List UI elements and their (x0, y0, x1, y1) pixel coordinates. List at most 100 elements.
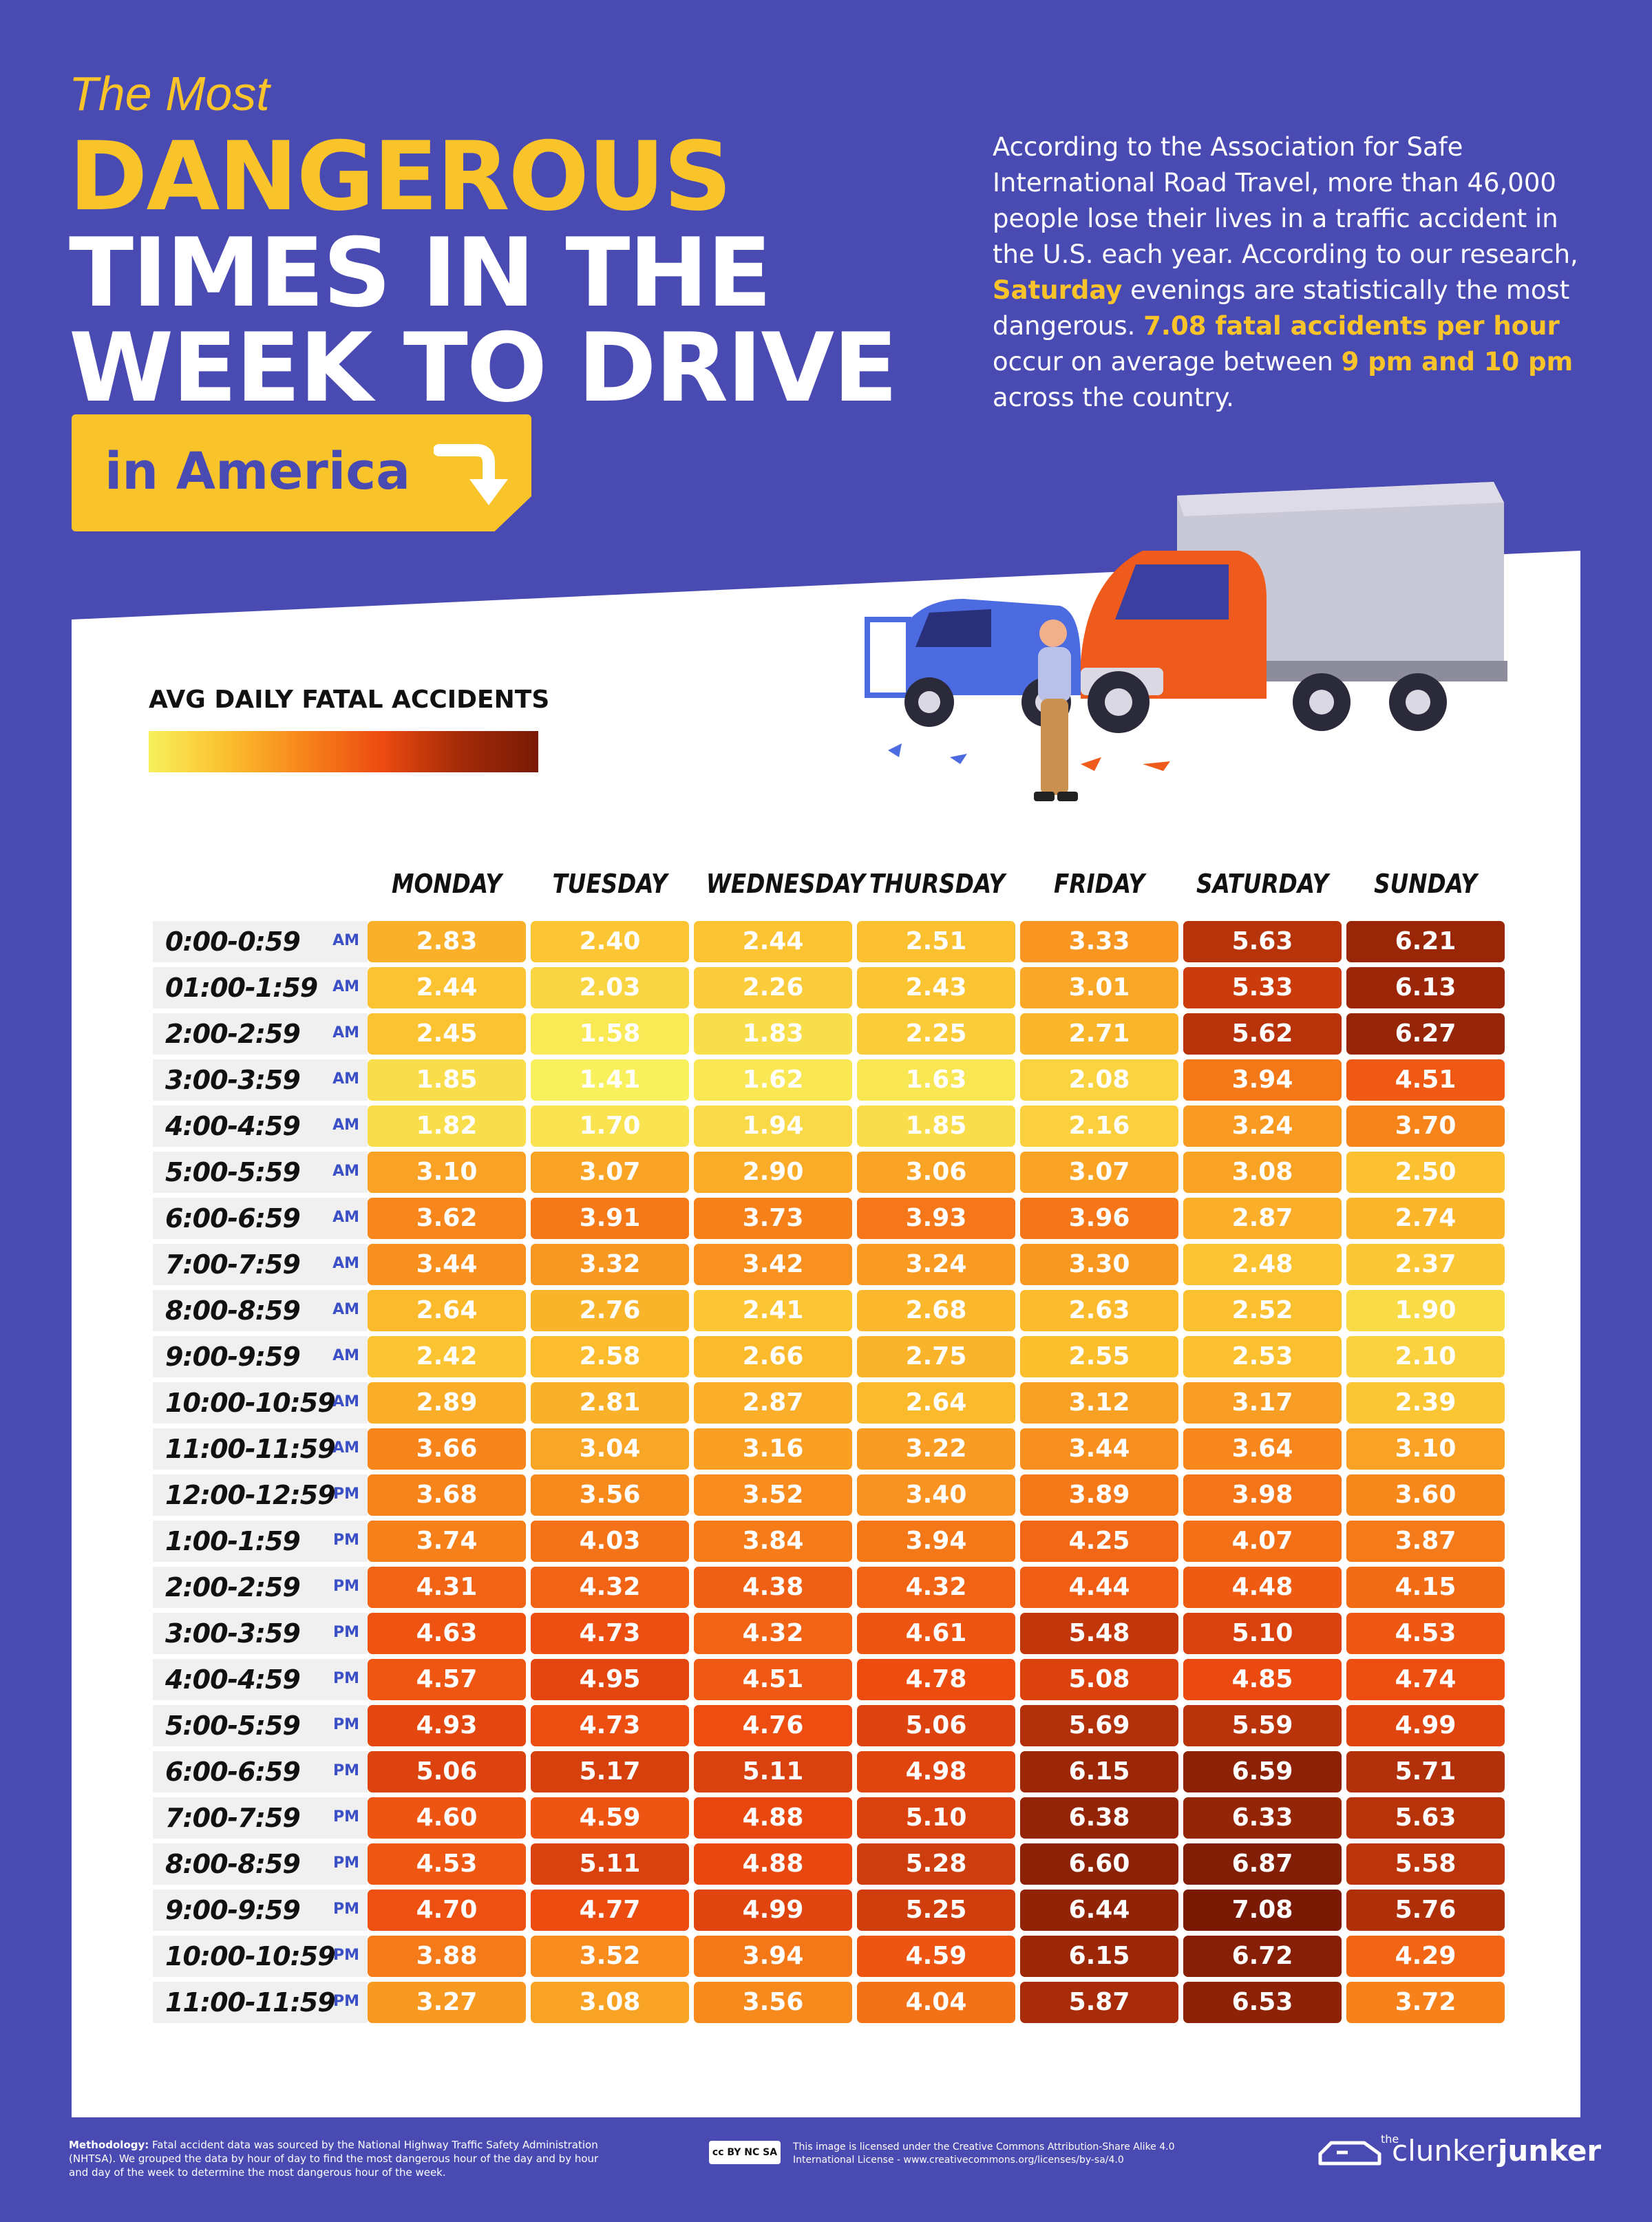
row-ampm: PM (332, 1578, 359, 1595)
row-label: 11:00-11:59 PM (153, 1982, 368, 2023)
heatmap-cell: 3.87 (1346, 1521, 1505, 1562)
heatmap-cell: 4.59 (531, 1797, 689, 1839)
heatmap-cell: 5.62 (1183, 1013, 1342, 1055)
heatmap-cell: 5.58 (1346, 1843, 1505, 1885)
row-label: 9:00-9:59 AM (153, 1336, 368, 1377)
heatmap-cell: 3.44 (1020, 1428, 1178, 1470)
row-label: 11:00-11:59 AM (153, 1428, 368, 1470)
heatmap-cell: 2.81 (531, 1382, 689, 1424)
row-label: 1:00-1:59 PM (153, 1521, 368, 1562)
cc-license-badge: cc BY NC SA (709, 2141, 781, 2164)
heatmap-cell: 3.93 (857, 1198, 1015, 1239)
heatmap-cell: 2.45 (368, 1013, 526, 1055)
heatmap-cell: 3.12 (1020, 1382, 1178, 1424)
heatmap-cell: 3.30 (1020, 1244, 1178, 1285)
heatmap-cell: 3.56 (694, 1982, 852, 2023)
heatmap-cell: 4.73 (531, 1705, 689, 1746)
row-time: 5:00-5:59 (165, 1711, 301, 1741)
heatmap-cell: 6.72 (1183, 1936, 1342, 1977)
heatmap-cell: 3.08 (531, 1982, 689, 2023)
heatmap-cell: 2.52 (1183, 1290, 1342, 1331)
header: The Most DANGEROUS TIMES IN THE WEEK TO … (0, 0, 1652, 620)
heatmap-cell: 6.13 (1346, 967, 1505, 1008)
row-time: 2:00-2:59 (165, 1019, 301, 1049)
row-ampm: PM (332, 1624, 359, 1641)
row-label: 01:00-1:59 AM (153, 967, 368, 1008)
heatmap-cell: 2.44 (694, 921, 852, 962)
row-time: 3:00-3:59 (165, 1618, 301, 1649)
car-crash-illustration (865, 482, 1507, 801)
row-time: 4:00-4:59 (165, 1664, 301, 1695)
day-header-monday: MONDAY (392, 869, 502, 899)
heatmap-cell: 4.70 (368, 1890, 526, 1931)
heatmap-cell: 1.90 (1346, 1290, 1505, 1331)
heatmap-cell: 3.16 (694, 1428, 852, 1470)
heatmap-cell: 3.94 (857, 1521, 1015, 1562)
heatmap-cell: 2.37 (1346, 1244, 1505, 1285)
row-label: 2:00-2:59 PM (153, 1567, 368, 1608)
heatmap-cell: 5.33 (1183, 967, 1342, 1008)
row-ampm: PM (332, 1808, 359, 1826)
heatmap-cell: 5.11 (694, 1751, 852, 1792)
row-time: 7:00-7:59 (165, 1803, 301, 1833)
row-time: 0:00-0:59 (165, 927, 301, 957)
heatmap-cell: 5.08 (1020, 1659, 1178, 1700)
heatmap-cell: 1.85 (368, 1059, 526, 1101)
heatmap-cell: 3.64 (1183, 1428, 1342, 1470)
heatmap-cell: 2.42 (368, 1336, 526, 1377)
heatmap-cell: 3.32 (531, 1244, 689, 1285)
row-label: 6:00-6:59 PM (153, 1751, 368, 1792)
row-time: 3:00-3:59 (165, 1065, 301, 1095)
heatmap-cell: 2.50 (1346, 1152, 1505, 1193)
heatmap-cell: 4.04 (857, 1982, 1015, 2023)
day-header-wednesday: WEDNESDAY (706, 869, 865, 899)
heatmap-cell: 4.29 (1346, 1936, 1505, 1977)
heatmap-cell: 3.66 (368, 1428, 526, 1470)
heatmap-cell: 5.25 (857, 1890, 1015, 1931)
heatmap-cell: 5.28 (857, 1843, 1015, 1885)
heatmap-cell: 3.08 (1183, 1152, 1342, 1193)
row-label: 10:00-10:59 PM (153, 1936, 368, 1977)
heatmap-cell: 3.56 (531, 1474, 689, 1516)
heatmap-cell: 2.87 (1183, 1198, 1342, 1239)
row-time: 01:00-1:59 (165, 973, 318, 1003)
methodology-text: Fatal accident data was sourced by the N… (69, 2139, 599, 2179)
row-ampm: AM (332, 1301, 359, 1318)
heatmap-cell: 2.25 (857, 1013, 1015, 1055)
heatmap-cell: 2.83 (368, 921, 526, 962)
heatmap-cell: 4.73 (531, 1613, 689, 1654)
heatmap-cell: 4.03 (531, 1521, 689, 1562)
heatmap-cell: 5.11 (531, 1843, 689, 1885)
heatmap-cell: 5.87 (1020, 1982, 1178, 2023)
heatmap-cell: 3.98 (1183, 1474, 1342, 1516)
intro-hl-rate: 7.08 fatal accidents per hour (1143, 311, 1560, 341)
heatmap-cell: 2.55 (1020, 1336, 1178, 1377)
heatmap-cell: 6.87 (1183, 1843, 1342, 1885)
row-label: 5:00-5:59 AM (153, 1152, 368, 1193)
heatmap-cell: 5.17 (531, 1751, 689, 1792)
row-ampm: PM (332, 1947, 359, 1964)
row-label: 0:00-0:59 AM (153, 921, 368, 962)
row-ampm: AM (332, 1393, 359, 1410)
day-header-thursday: THURSDAY (869, 869, 1006, 899)
row-ampm: AM (332, 1070, 359, 1088)
heatmap-cell: 3.10 (368, 1152, 526, 1193)
heatmap-cell: 2.63 (1020, 1290, 1178, 1331)
heatmap-cell: 4.59 (857, 1936, 1015, 1977)
day-header-sunday: SUNDAY (1374, 869, 1477, 899)
row-time: 6:00-6:59 (165, 1203, 301, 1234)
day-header-friday: FRIDAY (1054, 869, 1145, 899)
row-time: 7:00-7:59 (165, 1249, 301, 1280)
heatmap-cell: 4.88 (694, 1843, 852, 1885)
heatmap-cell: 3.52 (531, 1936, 689, 1977)
row-label: 12:00-12:59 PM (153, 1474, 368, 1516)
row-ampm: AM (332, 1117, 359, 1134)
row-label: 10:00-10:59 AM (153, 1382, 368, 1424)
heatmap-cell: 2.48 (1183, 1244, 1342, 1285)
row-ampm: PM (332, 1854, 359, 1872)
row-time: 9:00-9:59 (165, 1342, 301, 1372)
heatmap-cell: 4.15 (1346, 1567, 1505, 1608)
heatmap-cell: 2.66 (694, 1336, 852, 1377)
row-label: 3:00-3:59 PM (153, 1613, 368, 1654)
heatmap-cell: 5.10 (1183, 1613, 1342, 1654)
